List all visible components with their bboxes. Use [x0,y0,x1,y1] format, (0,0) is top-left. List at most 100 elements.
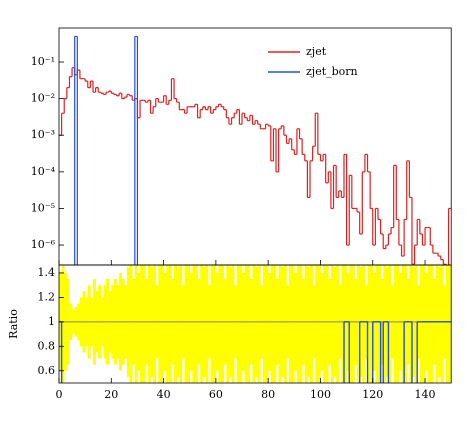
error-band [383,265,387,383]
error-band [422,265,426,383]
error-band [370,265,374,383]
error-band [310,265,313,383]
error-band [315,265,319,383]
y-tick-label: 10⁻⁶ [31,238,56,251]
legend-label: zjet [306,45,327,58]
y-tick-label: 10⁻⁴ [31,165,56,178]
error-band [265,265,269,383]
error-band [262,265,266,383]
error-band [419,265,423,383]
error-band [396,265,400,383]
error-band [179,265,183,383]
error-band [401,265,405,383]
error-band [273,265,277,383]
error-band [427,265,431,383]
y-tick-label: 1.4 [38,266,56,279]
x-tick-label: 0 [56,388,63,401]
error-band [440,265,444,383]
error-band [239,265,243,383]
y-tick-label: 1 [48,315,55,328]
y-tick-label: 1.2 [38,290,56,303]
error-band [435,265,439,383]
error-band [330,265,334,383]
error-band [247,265,251,383]
x-tick-label: 40 [157,388,171,401]
error-band [166,265,170,383]
x-tick-label: 20 [104,388,118,401]
error-band [134,265,138,383]
y-tick-label: 0.8 [38,339,56,352]
error-band [218,265,222,383]
error-band [192,265,196,383]
ratio-frame [58,264,452,384]
error-band [377,265,381,383]
y-tick-label: 10⁻⁵ [31,201,55,214]
error-band [278,265,282,383]
top-frame [58,27,452,266]
error-band [168,265,172,383]
error-band [153,265,157,383]
x-tick-label: 60 [209,388,223,401]
error-band [231,265,235,383]
error-band [129,265,133,383]
error-band [142,265,146,383]
ratio-label: Ratio [7,309,20,339]
error-band [304,265,308,383]
error-band [393,265,397,383]
error-band [252,265,256,383]
error-band [299,265,303,383]
error-band [349,265,353,383]
y-tick-label: 10⁻³ [31,128,55,141]
error-band [404,265,408,383]
x-tick-label: 140 [415,388,436,401]
error-band [336,265,340,383]
error-band [200,265,204,383]
x-tick-label: 100 [310,388,331,401]
error-band [158,265,162,383]
error-band [409,265,413,383]
error-band [283,265,287,383]
error-band [244,265,248,383]
error-band [430,265,434,383]
error-band [194,265,198,383]
error-band [187,265,191,383]
y-tick-label: 10⁻¹ [31,55,55,68]
error-band [174,265,177,383]
axes: Ratio 0 20 40 60 80 100 120 140 10⁻⁶ 10⁻⁵ 10⁻⁴ 10⁻³… [7,27,452,401]
error-band [160,265,164,383]
error-band [323,265,326,383]
error-band [296,265,300,383]
error-band [317,265,321,383]
error-band [445,265,449,383]
error-band [448,265,452,383]
error-band [289,265,293,383]
error-band [140,265,143,383]
error-band [184,265,188,383]
error-band [357,265,360,383]
error-band [325,265,329,383]
legend-label: zjet_born [306,65,358,78]
error-band [341,265,345,383]
top-plot [59,35,452,265]
error-band [210,265,214,383]
error-band [375,265,379,383]
error-band [414,265,418,383]
error-band [236,265,240,383]
error-band [221,265,225,383]
error-band [61,265,65,383]
ratio-plot [59,265,452,383]
error-band [147,265,151,383]
x-tick-label: 120 [362,388,383,401]
x-tick-label: 80 [261,388,275,401]
error-band [343,265,347,383]
error-band [213,265,217,383]
error-band [205,265,209,383]
error-band [270,265,274,383]
error-band [367,265,371,383]
y-tick-label: 10⁻² [31,92,55,105]
error-band [388,265,392,383]
error-band [257,265,261,383]
error-band [226,265,230,383]
error-band [291,265,295,383]
